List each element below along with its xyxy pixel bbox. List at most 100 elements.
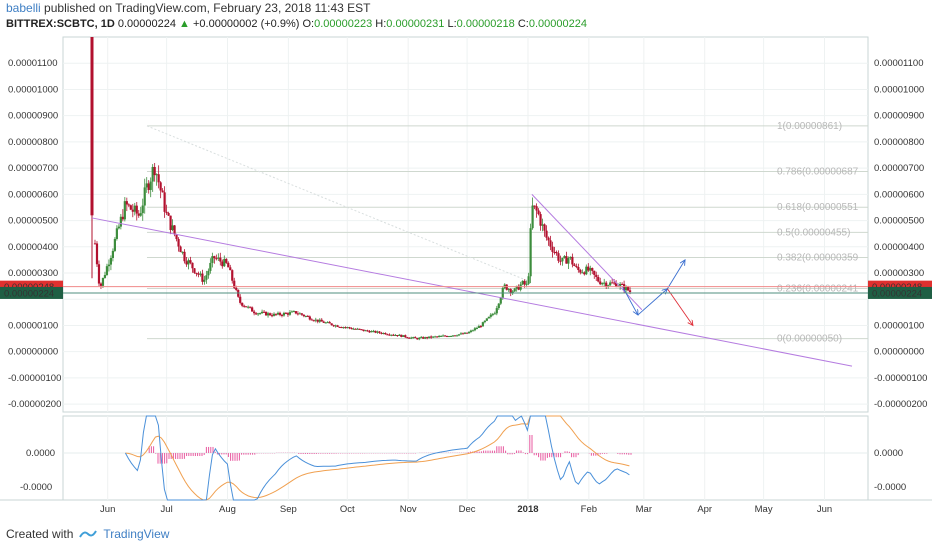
candle-body xyxy=(382,332,385,334)
fib-level-label: 0.5(0.00000455) xyxy=(777,227,850,238)
candle-body xyxy=(553,251,556,253)
candle-body xyxy=(107,264,111,267)
candle-body xyxy=(408,337,411,339)
tradingview-brand[interactable]: TradingView xyxy=(103,527,170,541)
high-value: 0.00000231 xyxy=(386,18,445,30)
candle-body xyxy=(603,282,606,284)
y-tick-label-right: 0.00000100 xyxy=(874,320,924,331)
candle-body xyxy=(109,257,113,265)
candle-body xyxy=(147,183,150,190)
candle-body xyxy=(384,332,387,335)
author-link[interactable]: babelli xyxy=(6,1,41,15)
candle-body xyxy=(531,205,534,229)
candle-body xyxy=(251,307,254,312)
close-label: C: xyxy=(517,18,529,30)
candle-body xyxy=(453,335,457,337)
candle-body xyxy=(396,335,399,337)
candle-body xyxy=(255,313,258,315)
projection-arrow xyxy=(667,288,693,326)
candle-body xyxy=(213,256,216,259)
candle-body xyxy=(422,337,425,339)
candle-body xyxy=(567,258,570,264)
candle-body xyxy=(320,319,323,322)
fib-level-label: 0(0.00000050) xyxy=(777,334,842,345)
candle-body xyxy=(525,283,528,285)
open-value: 0.00000223 xyxy=(314,18,373,30)
candle-body xyxy=(253,311,256,314)
candle-body xyxy=(622,284,626,291)
candle-body xyxy=(539,214,542,226)
candle-body xyxy=(330,323,333,326)
candle-body xyxy=(583,272,586,275)
candle-body xyxy=(451,335,455,337)
y-tick-label-right: 0.00001000 xyxy=(874,84,924,95)
candle-body xyxy=(175,234,178,240)
candle-body xyxy=(479,326,482,328)
candle-body xyxy=(549,240,552,247)
candle-body xyxy=(171,225,174,231)
candle-body xyxy=(615,282,618,287)
candle-body xyxy=(477,326,480,328)
fib-level-label: 0.236(0.00000241 xyxy=(777,283,859,294)
candle-body xyxy=(229,267,232,271)
candle-body xyxy=(624,286,628,291)
fib-level-label: 0.382(0.00000359 xyxy=(777,253,859,264)
candle-body xyxy=(149,181,152,190)
projection-arrow xyxy=(621,285,638,315)
candle-body xyxy=(463,332,467,334)
candle-body xyxy=(294,311,297,314)
candle-body xyxy=(428,336,431,339)
candle-body xyxy=(471,330,475,332)
candle-body xyxy=(276,312,280,315)
candle-body xyxy=(161,190,164,193)
candle-body xyxy=(241,302,244,306)
candle-body xyxy=(577,267,580,271)
candle-body xyxy=(195,272,198,274)
candle-body xyxy=(139,213,142,216)
candle-body xyxy=(420,337,423,339)
candle-body xyxy=(473,328,477,331)
candle-body xyxy=(571,256,574,265)
candle-body xyxy=(304,315,307,317)
y-tick-label-right: 0.00000900 xyxy=(874,111,924,122)
candle-body xyxy=(115,228,118,239)
candle-body xyxy=(487,316,490,319)
y-tick-label-left: 0.00000300 xyxy=(8,268,58,279)
candle-body xyxy=(535,206,538,211)
candle-body xyxy=(346,327,349,329)
candle-body xyxy=(495,308,498,314)
candle-body xyxy=(559,260,562,262)
candle-body xyxy=(324,322,327,324)
x-tick-label: Aug xyxy=(219,504,236,515)
x-tick-label: 2018 xyxy=(517,504,538,515)
candle-body xyxy=(366,330,369,332)
candle-body xyxy=(589,268,592,271)
candle-body xyxy=(121,216,124,220)
candle-body xyxy=(601,283,604,285)
candle-body xyxy=(489,314,492,317)
candle-body xyxy=(569,256,572,259)
candle-body xyxy=(529,228,532,277)
candle-body xyxy=(541,224,544,226)
low-value: 0.00000218 xyxy=(456,18,515,30)
y-tick-label-right: -0.00000200 xyxy=(874,399,927,410)
candle-body xyxy=(587,266,590,271)
candle-body xyxy=(513,288,516,292)
candle-body xyxy=(169,215,172,231)
candle-body xyxy=(447,336,451,338)
candle-body xyxy=(272,313,276,316)
candle-body xyxy=(445,336,449,338)
candle-body xyxy=(223,258,226,267)
y-tick-label-right: 0.00000500 xyxy=(874,216,924,227)
candle-body xyxy=(507,289,510,291)
candle-body xyxy=(221,261,224,267)
candle-body xyxy=(191,262,194,269)
candle-body xyxy=(90,37,94,216)
candle-body xyxy=(527,276,530,284)
candle-body xyxy=(426,337,429,339)
candle-body xyxy=(613,282,616,284)
candle-body xyxy=(557,253,560,261)
created-with-text: Created with xyxy=(6,527,74,541)
candle-body xyxy=(443,335,447,337)
